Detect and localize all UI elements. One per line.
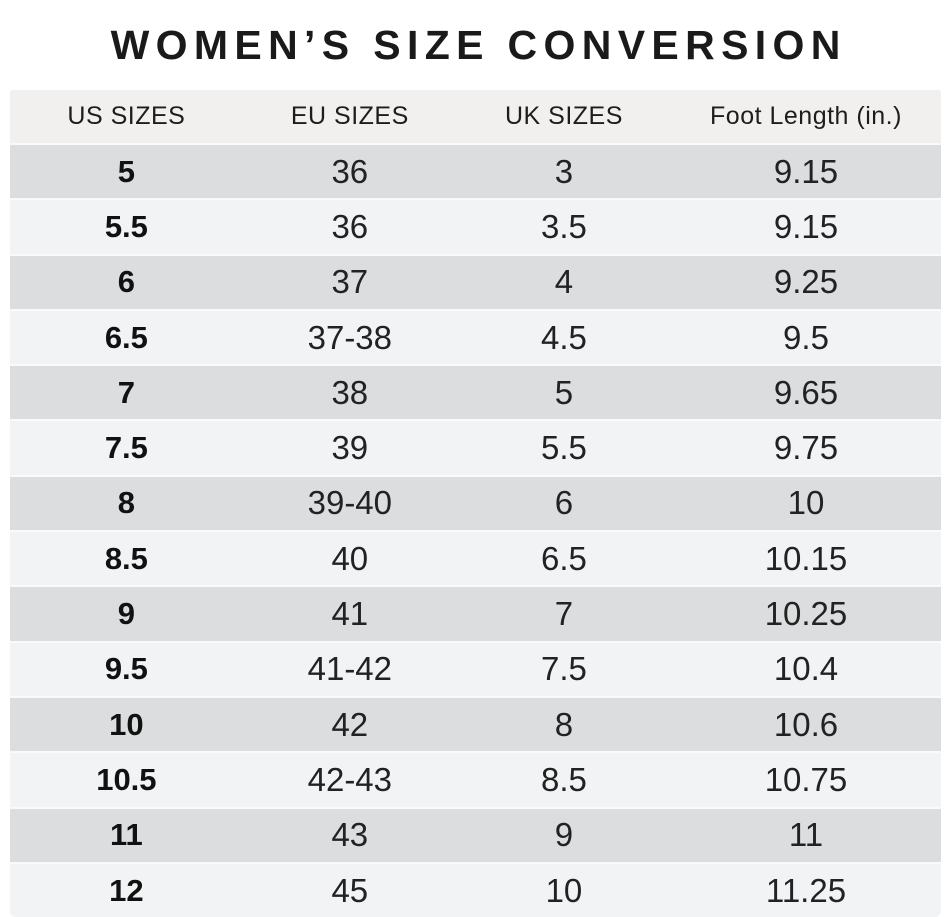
table-row: 10.5 42-43 8.5 10.75 [10,751,941,807]
eu-size-cell: 41-42 [307,650,393,688]
uk-size-cell: 3 [554,152,574,190]
uk-size-cell: 6 [554,484,574,522]
eu-size-cell: 36 [331,207,369,245]
eu-size-cell: 43 [331,816,369,854]
page-title: WOMEN’S SIZE CONVERSION [110,21,847,68]
us-size-cell: 7 [117,374,135,410]
header-eu-sizes: EU SIZES [290,102,409,130]
eu-size-cell: 37-38 [307,318,393,356]
table-row: 6.5 37-38 4.5 9.5 [10,308,941,365]
table-row: 12 45 10 11.25 [10,861,941,917]
table-row: 5.5 36 3.5 9.15 [10,198,941,254]
table-row: 7 38 5 9.65 [10,364,941,420]
us-size-cell: 9 [117,596,135,632]
eu-size-cell: 39 [331,429,369,467]
eu-size-cell: 45 [331,871,369,909]
uk-size-cell: 5 [554,373,574,411]
us-size-cell: 10 [109,706,144,742]
eu-size-cell: 42 [331,705,369,743]
uk-size-cell: 8 [554,705,574,743]
eu-size-cell: 39-40 [307,484,393,522]
us-size-cell: 8.5 [104,540,148,576]
us-size-cell: 12 [109,872,144,908]
table-row: 9 41 7 10.25 [10,585,941,641]
foot-length-cell: 9.25 [773,263,839,301]
uk-size-cell: 3.5 [541,207,587,245]
foot-length-cell: 10.6 [773,705,839,743]
uk-size-cell: 7.5 [541,650,587,688]
us-size-cell: 9.5 [104,651,148,687]
eu-size-cell: 40 [331,539,369,577]
us-size-cell: 5 [117,153,135,189]
header-us-sizes: US SIZES [67,102,186,130]
foot-length-cell: 9.5 [783,318,829,356]
foot-length-cell: 10 [787,484,825,522]
foot-length-cell: 10.25 [764,595,848,633]
uk-size-cell: 8.5 [541,760,587,798]
foot-length-cell: 11 [788,816,824,854]
foot-length-cell: 9.15 [773,207,839,245]
foot-length-cell: 10.15 [764,539,848,577]
header-uk-sizes: UK SIZES [504,102,623,130]
foot-length-cell: 9.65 [773,373,839,411]
size-conversion-table: US SIZES EU SIZES UK SIZES Foot Length (… [10,90,941,917]
eu-size-cell: 42-43 [307,760,393,798]
eu-size-cell: 36 [331,152,369,190]
uk-size-cell: 4.5 [541,318,587,356]
uk-size-cell: 9 [554,816,574,854]
us-size-cell: 7.5 [104,430,148,466]
foot-length-cell: 9.75 [773,429,839,467]
table-body: 5 36 3 9.15 5.5 36 3.5 9.15 6 37 4 9.25 6.5 37-38 4.5 9… [10,143,941,917]
us-size-cell: 6 [117,264,135,300]
uk-size-cell: 10 [545,871,583,909]
table-row: 9.5 41-42 7.5 10.4 [10,640,941,696]
foot-length-cell: 10.4 [773,650,839,688]
foot-length-cell: 11.25 [765,871,847,909]
table-row: 6 37 4 9.25 [10,253,941,309]
us-size-cell: 5.5 [104,208,148,244]
foot-length-cell: 10.75 [764,760,848,798]
us-size-cell: 10.5 [96,761,157,797]
table-row: 11 43 9 11 [10,806,941,862]
table-row: 7.5 39 5.5 9.75 [10,419,941,475]
us-size-cell: 11 [109,817,143,853]
eu-size-cell: 41 [331,595,369,633]
eu-size-cell: 37 [331,263,369,301]
uk-size-cell: 7 [554,595,574,633]
us-size-cell: 6.5 [104,319,148,355]
uk-size-cell: 6.5 [541,539,587,577]
eu-size-cell: 38 [331,373,369,411]
table-row: 8 39-40 6 10 [10,474,941,531]
table-header-row: US SIZES EU SIZES UK SIZES Foot Length (… [10,90,941,143]
uk-size-cell: 4 [554,263,574,301]
table-row: 8.5 40 6.5 10.15 [10,530,941,586]
table-row: 5 36 3 9.15 [10,143,941,199]
us-size-cell: 8 [117,485,135,521]
uk-size-cell: 5.5 [541,429,587,467]
header-foot-length: Foot Length (in.) [710,102,902,130]
foot-length-cell: 9.15 [773,152,839,190]
table-row: 10 42 8 10.6 [10,695,941,752]
